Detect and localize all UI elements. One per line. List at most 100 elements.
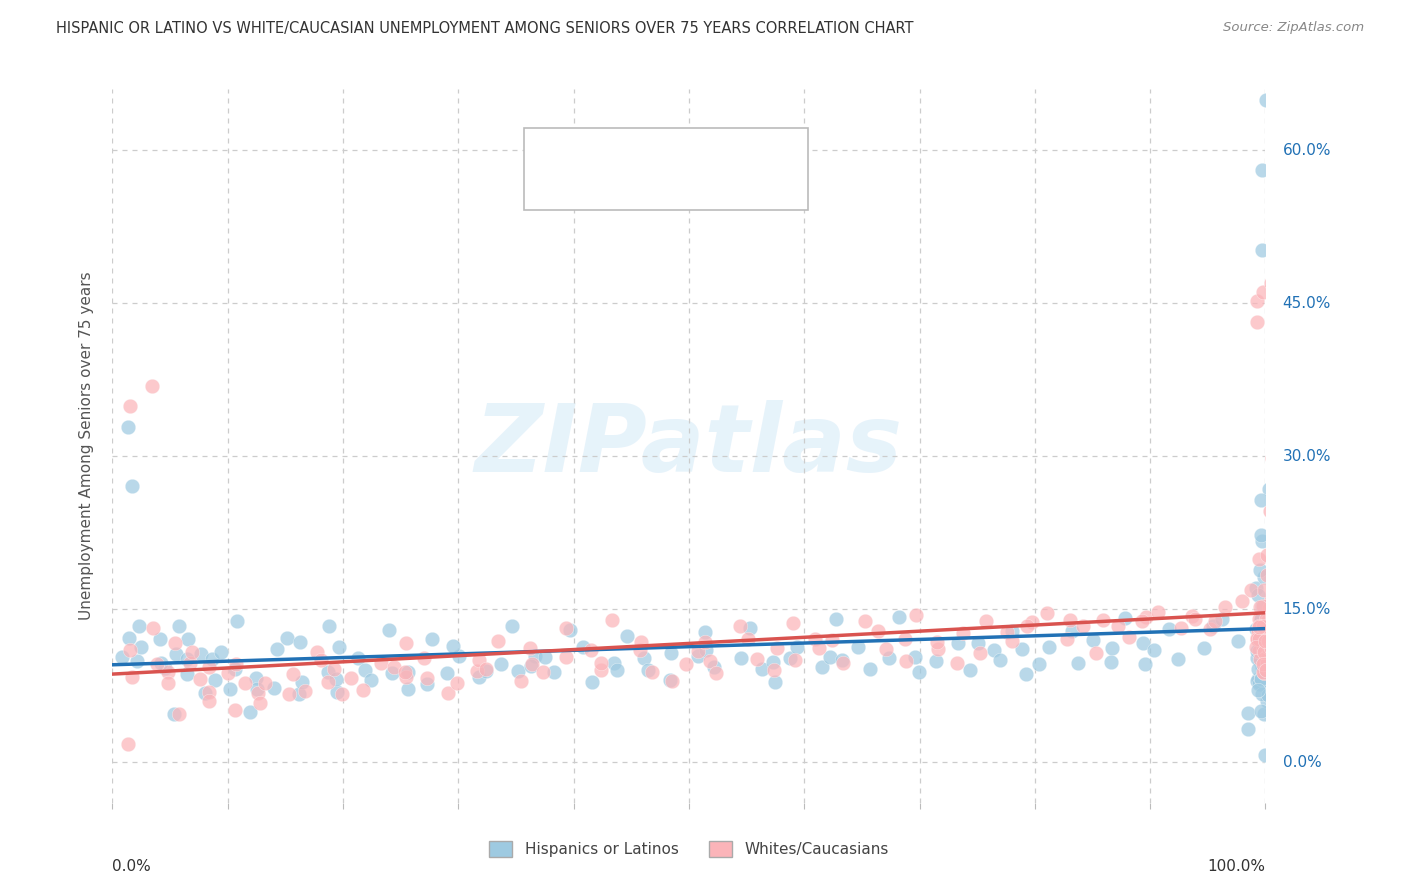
Point [1230, 594, 1253, 608]
Point [486, 633, 509, 648]
Point [420, 632, 443, 646]
Point [1247, 677, 1270, 691]
Point [412, 650, 434, 665]
Point [1260, 615, 1282, 629]
Point [217, 665, 239, 680]
Point [395, 670, 418, 684]
Point [1251, 620, 1274, 634]
Point [1263, 646, 1285, 660]
Point [1249, 633, 1271, 648]
Point [1260, 645, 1282, 659]
Point [894, 632, 917, 646]
Point [1253, 666, 1275, 681]
Point [1246, 632, 1268, 646]
Point [1263, 511, 1285, 525]
Point [1247, 552, 1270, 566]
Point [198, 685, 221, 699]
Point [1258, 601, 1281, 615]
Point [1071, 618, 1094, 632]
Point [1257, 624, 1279, 638]
Point [737, 632, 759, 646]
Point [179, 656, 201, 670]
Point [946, 636, 969, 650]
Point [1254, 633, 1277, 648]
Point [1247, 624, 1270, 639]
Point [1192, 641, 1215, 656]
Text: ZIPatlas: ZIPatlas [475, 400, 903, 492]
Point [352, 682, 374, 697]
Point [1263, 632, 1285, 646]
Point [859, 662, 882, 676]
Point [245, 672, 267, 686]
Point [1247, 588, 1270, 602]
Point [1256, 567, 1278, 582]
Text: 45.0%: 45.0% [1282, 296, 1331, 310]
Point [1015, 667, 1038, 681]
Point [1258, 630, 1281, 644]
Point [1250, 612, 1272, 626]
Point [198, 694, 221, 708]
Point [875, 641, 897, 656]
Point [1021, 615, 1043, 629]
Point [118, 643, 141, 657]
Point [318, 674, 340, 689]
Point [1261, 660, 1284, 674]
Point [290, 634, 312, 648]
Point [1254, 615, 1277, 630]
Point [1118, 630, 1140, 644]
Point [1246, 640, 1268, 654]
Point [416, 672, 439, 686]
Point [1263, 467, 1285, 481]
Point [1260, 625, 1282, 640]
Point [1256, 624, 1278, 638]
Point [1257, 631, 1279, 645]
Point [1202, 618, 1225, 632]
Point [247, 686, 270, 700]
Point [1250, 671, 1272, 685]
Point [1254, 662, 1277, 676]
Point [416, 677, 439, 691]
Point [1261, 609, 1284, 624]
Point [475, 665, 498, 679]
Point [1260, 632, 1282, 646]
Point [1146, 605, 1168, 619]
Point [394, 665, 416, 679]
Text: 60.0%: 60.0% [1282, 143, 1331, 158]
Point [763, 674, 786, 689]
Legend: Hispanics or Latinos, Whites/Caucasians: Hispanics or Latinos, Whites/Caucasians [484, 835, 894, 863]
Point [1260, 620, 1282, 634]
Point [1261, 644, 1284, 658]
Point [294, 684, 316, 698]
Point [1260, 640, 1282, 655]
Point [695, 625, 717, 640]
Point [1261, 618, 1284, 632]
Point [1261, 624, 1284, 639]
Point [1251, 641, 1274, 656]
Point [1260, 593, 1282, 607]
Point [224, 703, 246, 717]
Point [686, 649, 709, 664]
Point [1251, 643, 1274, 657]
Point [1263, 474, 1285, 488]
Point [467, 653, 489, 667]
Point [1092, 613, 1115, 627]
Point [156, 676, 179, 690]
Point [1254, 93, 1277, 107]
Point [1256, 548, 1278, 562]
Point [1135, 609, 1157, 624]
Point [180, 645, 202, 659]
Point [904, 649, 927, 664]
Point [1260, 276, 1282, 290]
Point [904, 608, 927, 623]
Point [1261, 633, 1284, 648]
Text: HISPANIC OR LATINO VS WHITE/CAUCASIAN UNEMPLOYMENT AMONG SENIORS OVER 75 YEARS C: HISPANIC OR LATINO VS WHITE/CAUCASIAN UN… [56, 21, 914, 36]
Point [1246, 622, 1268, 636]
Point [974, 615, 997, 629]
Point [641, 665, 664, 680]
Point [1257, 602, 1279, 616]
Point [534, 650, 557, 665]
Point [111, 649, 134, 664]
Point [1250, 493, 1272, 508]
Point [808, 640, 831, 655]
Point [959, 663, 981, 677]
